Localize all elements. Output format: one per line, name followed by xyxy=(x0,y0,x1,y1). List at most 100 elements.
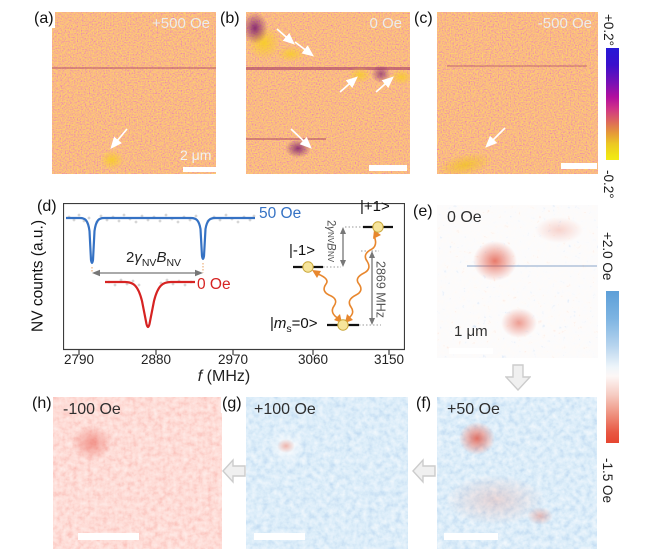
microwave-transition-arrows xyxy=(312,230,381,323)
zeeman-splitting-label: 2 γ NV B NV xyxy=(324,211,337,271)
x-tick-3150: 3150 xyxy=(373,352,405,367)
grain-streak xyxy=(246,67,410,70)
scalebar xyxy=(444,533,498,540)
level-ms0-label: |ms=0> xyxy=(270,316,318,335)
ms0-post: =0> xyxy=(291,315,318,332)
zfs-arrow xyxy=(369,251,375,325)
splitting-pre: 2 xyxy=(324,219,337,227)
panel-a-annotation-arrows xyxy=(110,128,128,149)
splitting-annotation: 2γNVBNV xyxy=(126,250,181,269)
splitting-sub1: NV xyxy=(141,257,157,269)
nv-colorbar-min-label: -1.5 Oe xyxy=(600,458,615,504)
b-symbol: B xyxy=(324,243,337,251)
field-value-label: -100 Oe xyxy=(63,401,121,418)
x-axis-ticks xyxy=(78,349,390,355)
magnetic-feature xyxy=(71,425,113,461)
field-value-label: +50 Oe xyxy=(447,401,500,418)
field-value-label: -500 Oe xyxy=(537,15,592,32)
ms0-m: m xyxy=(273,315,287,332)
magnetic-feature xyxy=(445,475,545,525)
panel-h-label: (h) xyxy=(31,395,53,413)
panel-d-label: (d) xyxy=(36,198,58,216)
x-tick-2970: 2970 xyxy=(217,352,249,367)
x-tick-3060: 3060 xyxy=(297,352,329,367)
legend-0oe: 0 Oe xyxy=(197,276,231,293)
panel-h-image: -100 Oe xyxy=(53,397,222,549)
magnetic-feature xyxy=(269,431,305,463)
scalebar xyxy=(561,163,597,169)
curve-0oe xyxy=(105,280,195,329)
domain-patch xyxy=(390,69,410,85)
x-tick-2790: 2790 xyxy=(63,352,95,367)
level-minus1-label: |-1> xyxy=(289,242,315,259)
state-balls xyxy=(302,221,384,331)
zfs-label: 2869 MHz xyxy=(373,260,388,318)
x-tick-2880: 2880 xyxy=(140,352,172,367)
sequence-arrow-left-icon xyxy=(412,458,436,484)
panel-e-image: 0 Oe 1 μm xyxy=(437,205,598,358)
scalebar xyxy=(78,533,139,540)
grain-streak xyxy=(246,138,326,140)
legend-50oe: 50 Oe xyxy=(259,205,302,222)
y-axis-label: NV counts (a.u.) xyxy=(29,220,47,333)
grain-streak xyxy=(467,265,597,267)
scalebar xyxy=(369,165,407,171)
b-symbol: B xyxy=(156,249,167,266)
gamma-symbol: γ xyxy=(324,226,337,233)
zeeman-arrow xyxy=(340,227,346,267)
panel-b-image: 0 Oe xyxy=(246,12,410,174)
level-guide-dots xyxy=(323,226,381,326)
magnetic-feature xyxy=(501,308,537,338)
scalebar xyxy=(449,348,493,354)
panel-f-label: (f) xyxy=(415,395,433,413)
magnetic-feature xyxy=(535,217,583,243)
dip-guide-lines xyxy=(91,263,204,273)
scalebar-label: 1 μm xyxy=(454,323,488,340)
panel-g-image: +100 Oe xyxy=(246,397,408,549)
sequence-arrow-down-icon xyxy=(505,364,531,391)
field-value-label: +100 Oe xyxy=(254,401,316,418)
splitting-sub2: NV xyxy=(325,250,335,263)
grain-streak xyxy=(447,65,587,67)
panel-c-label: (c) xyxy=(413,10,434,28)
kerr-colorbar xyxy=(606,48,619,160)
ms0-sub: s xyxy=(286,323,292,335)
magnetic-feature xyxy=(277,439,295,453)
panel-g-label: (g) xyxy=(221,395,243,413)
field-value-label: +500 Oe xyxy=(152,15,210,32)
panel-c-image: -500 Oe xyxy=(437,12,598,174)
panel-a-label: (a) xyxy=(33,10,55,28)
x-axis-label: f (MHz) xyxy=(182,369,266,385)
panel-a-noise xyxy=(52,12,216,174)
panel-b-annotation-arrows xyxy=(276,28,394,149)
curve-50oe xyxy=(66,216,255,265)
domain-patch xyxy=(276,46,306,62)
sequence-arrow-left-icon xyxy=(222,458,246,484)
panel-g-noise xyxy=(246,397,408,549)
scalebar xyxy=(183,167,216,172)
domain-patch xyxy=(100,150,124,170)
ms0-pre: | xyxy=(270,315,274,332)
panel-h-noise xyxy=(53,397,222,549)
scalebar-label: 2 μm xyxy=(180,147,212,163)
splitting-sub2: NV xyxy=(166,257,182,269)
splitting-pre: 2 xyxy=(126,249,135,266)
kerr-colorbar-min-label: -0.2° xyxy=(601,169,616,199)
splitting-arrow xyxy=(92,269,203,277)
splitting-sub1: NV xyxy=(325,232,335,244)
level-plus1-label: |+1> xyxy=(360,198,390,215)
magnetic-feature xyxy=(527,507,553,525)
nv-colorbar-max-label: +2.0 Oe xyxy=(600,231,615,281)
kerr-colorbar-max-label: +0.2° xyxy=(601,13,616,47)
grain-streak xyxy=(52,67,216,69)
panel-f-image: +50 Oe xyxy=(437,397,597,549)
scalebar xyxy=(254,533,305,540)
panel-b-label: (b) xyxy=(219,10,241,28)
field-value-label: 0 Oe xyxy=(369,15,402,32)
gamma-symbol: γ xyxy=(134,249,142,266)
odmr-plot xyxy=(63,203,405,355)
nv-colorbar xyxy=(606,291,619,443)
panel-a-image: +500 Oe 2 μm xyxy=(52,12,216,174)
x-axis-units: (MHz) xyxy=(206,368,251,385)
magnetic-feature xyxy=(459,422,495,455)
